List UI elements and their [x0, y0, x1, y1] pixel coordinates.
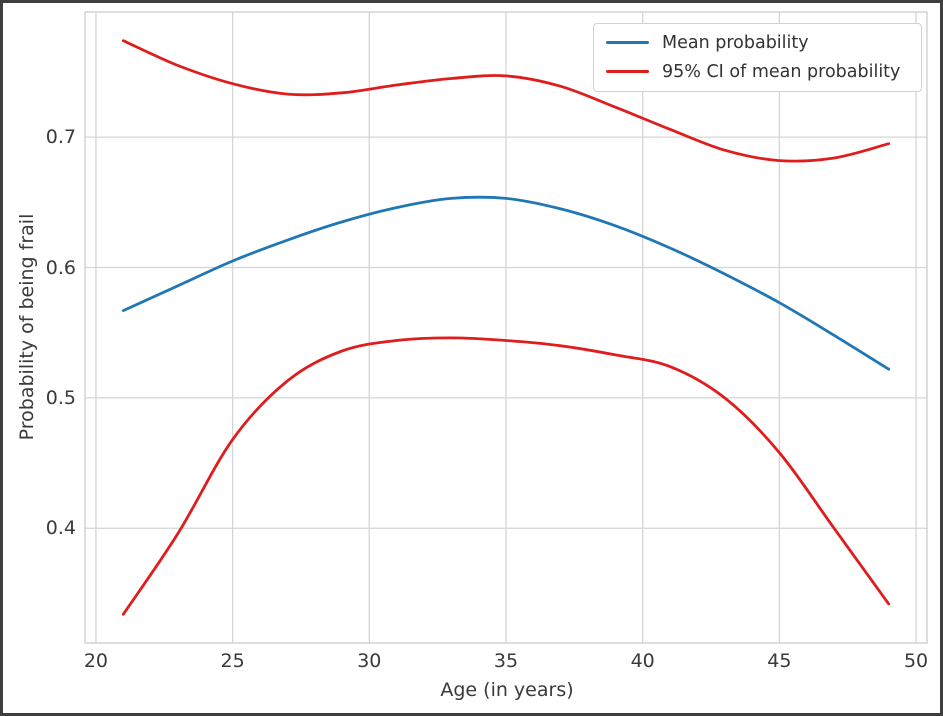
- legend: Mean probability 95% CI of mean probabil…: [593, 23, 922, 92]
- legend-item-ci: 95% CI of mean probability: [606, 59, 911, 84]
- x-tick-label: 50: [903, 650, 929, 672]
- legend-label-ci: 95% CI of mean probability: [662, 61, 901, 82]
- mean-probability-line: [121, 195, 891, 371]
- mean-line-swatch-icon: [606, 41, 649, 44]
- y-tick-label: 0.5: [45, 386, 76, 409]
- ci-line-swatch-icon: [606, 70, 649, 73]
- x-tick-label: 45: [767, 650, 792, 672]
- x-tick-label: 25: [220, 650, 245, 672]
- x-tick-label: 40: [630, 650, 655, 672]
- plot-spines: [84, 11, 928, 644]
- y-axis-label: Probability of being frail: [16, 213, 38, 441]
- x-tick-label: 20: [83, 650, 109, 672]
- y-tick-label: 0.4: [45, 517, 76, 540]
- legend-item-mean: Mean probability: [606, 30, 911, 55]
- x-tick-label: 35: [493, 650, 519, 672]
- x-axis-label: Age (in years): [440, 679, 574, 701]
- upper-ci-line: [121, 39, 891, 163]
- y-tick-label: 0.6: [45, 256, 76, 279]
- lower-ci-line: [121, 336, 891, 616]
- x-tick-label: 30: [357, 650, 382, 672]
- legend-label-mean: Mean probability: [662, 32, 809, 53]
- y-tick-label: 0.7: [45, 126, 76, 149]
